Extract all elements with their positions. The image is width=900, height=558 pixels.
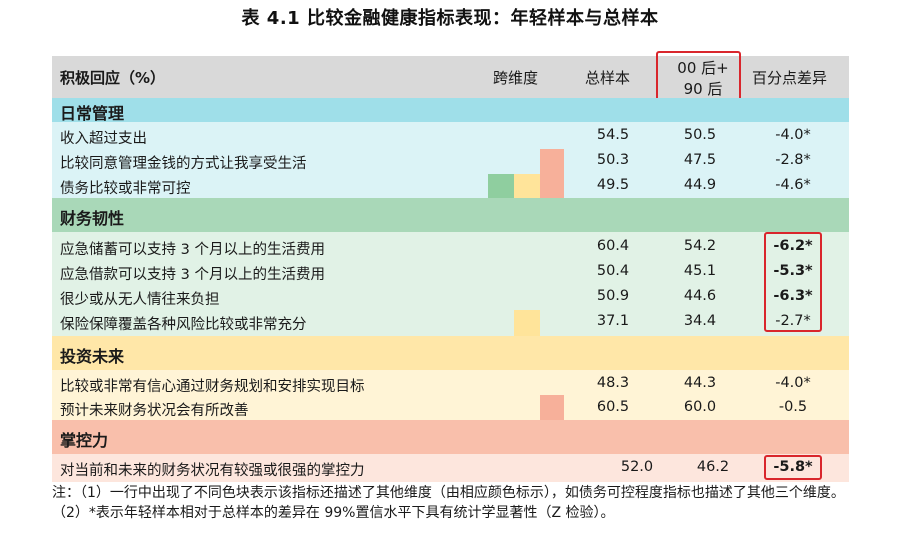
header-young-sample-line2: 90 后 [683,80,723,98]
row-total: 48.3 [596,375,630,391]
table-footnote: 注：（1）一行中出现了不同色块表示该指标还描述了其他维度（由相应颜色标示），如债… [52,485,845,521]
dimension-swatch-salmon [540,149,564,198]
row-young: 60.0 [683,399,717,415]
header-young-sample-line1: 00 后+ [677,59,729,77]
row-young: 50.5 [683,127,717,143]
section-daily-rows [52,122,849,198]
row-young: 54.2 [683,238,717,254]
row-total: 60.4 [596,238,630,254]
row-diff: -2.7* [775,313,811,329]
section-resilience-title: 财务韧性 [60,209,125,228]
significant-diff-highlight [764,232,822,332]
row-young: 46.2 [696,459,730,475]
row-diff: -5.3* [773,263,813,279]
row-diff: -4.0* [775,127,811,143]
section-invest-title: 投资未来 [60,347,125,366]
row-total: 49.5 [596,177,630,193]
young-column-highlight [656,51,741,105]
dimension-swatch-yellow [514,310,540,336]
row-total: 50.3 [596,152,630,168]
section-daily-title: 日常管理 [60,104,125,123]
row-label: 预计未来财务状况会有所改善 [60,403,249,419]
row-label: 应急储蓄可以支持 3 个月以上的生活费用 [60,242,325,258]
row-label: 比较同意管理金钱的方式让我享受生活 [60,156,307,172]
section-invest-header [52,336,849,370]
row-young: 44.3 [683,375,717,391]
row-young: 34.4 [683,313,717,329]
significant-diff-highlight [764,455,822,480]
header-dimension: 跨维度 [493,69,539,87]
row-label: 债务比较或非常可控 [60,181,191,197]
section-daily-header [52,98,849,122]
row-total: 50.9 [596,288,630,304]
section-control-title: 掌控力 [60,431,109,450]
row-diff: -6.2* [773,238,813,254]
row-label: 收入超过支出 [60,131,147,147]
row-young: 45.1 [683,263,717,279]
row-diff: -5.8* [773,459,813,475]
row-diff: -0.5 [778,399,808,415]
row-young: 47.5 [683,152,717,168]
header-label: 积极回应（%） [60,69,166,87]
header-difference: 百分点差异 [752,69,828,87]
row-diff: -6.3* [773,288,813,304]
dimension-swatch-salmon [540,395,564,420]
section-control-header [52,420,849,454]
section-resilience-rows [52,232,849,336]
row-total: 60.5 [596,399,630,415]
row-diff: -4.6* [775,177,811,193]
row-total: 52.0 [620,459,654,475]
row-label: 对当前和未来的财务状况有较强或很强的掌控力 [60,463,365,479]
row-diff: -2.8* [775,152,811,168]
row-young: 44.6 [683,288,717,304]
section-invest-rows [52,370,849,420]
dimension-swatch-yellow [514,174,540,198]
row-label: 应急借款可以支持 3 个月以上的生活费用 [60,267,325,283]
row-total: 54.5 [596,127,630,143]
table-header [52,56,849,98]
row-total: 50.4 [596,263,630,279]
table-title: 表 4.1 比较金融健康指标表现：年轻样本与总样本 [241,8,659,29]
dimension-swatch-green [488,174,514,198]
row-label: 比较或非常有信心通过财务规划和安排实现目标 [60,379,365,395]
section-control-rows [52,454,849,482]
row-label: 保险保障覆盖各种风险比较或非常充分 [60,317,307,333]
section-resilience-header [52,198,849,232]
header-total-sample: 总样本 [585,69,631,87]
row-total: 37.1 [596,313,630,329]
row-young: 44.9 [683,177,717,193]
row-diff: -4.0* [775,375,811,391]
row-label: 很少或从无人情往来负担 [60,292,220,308]
